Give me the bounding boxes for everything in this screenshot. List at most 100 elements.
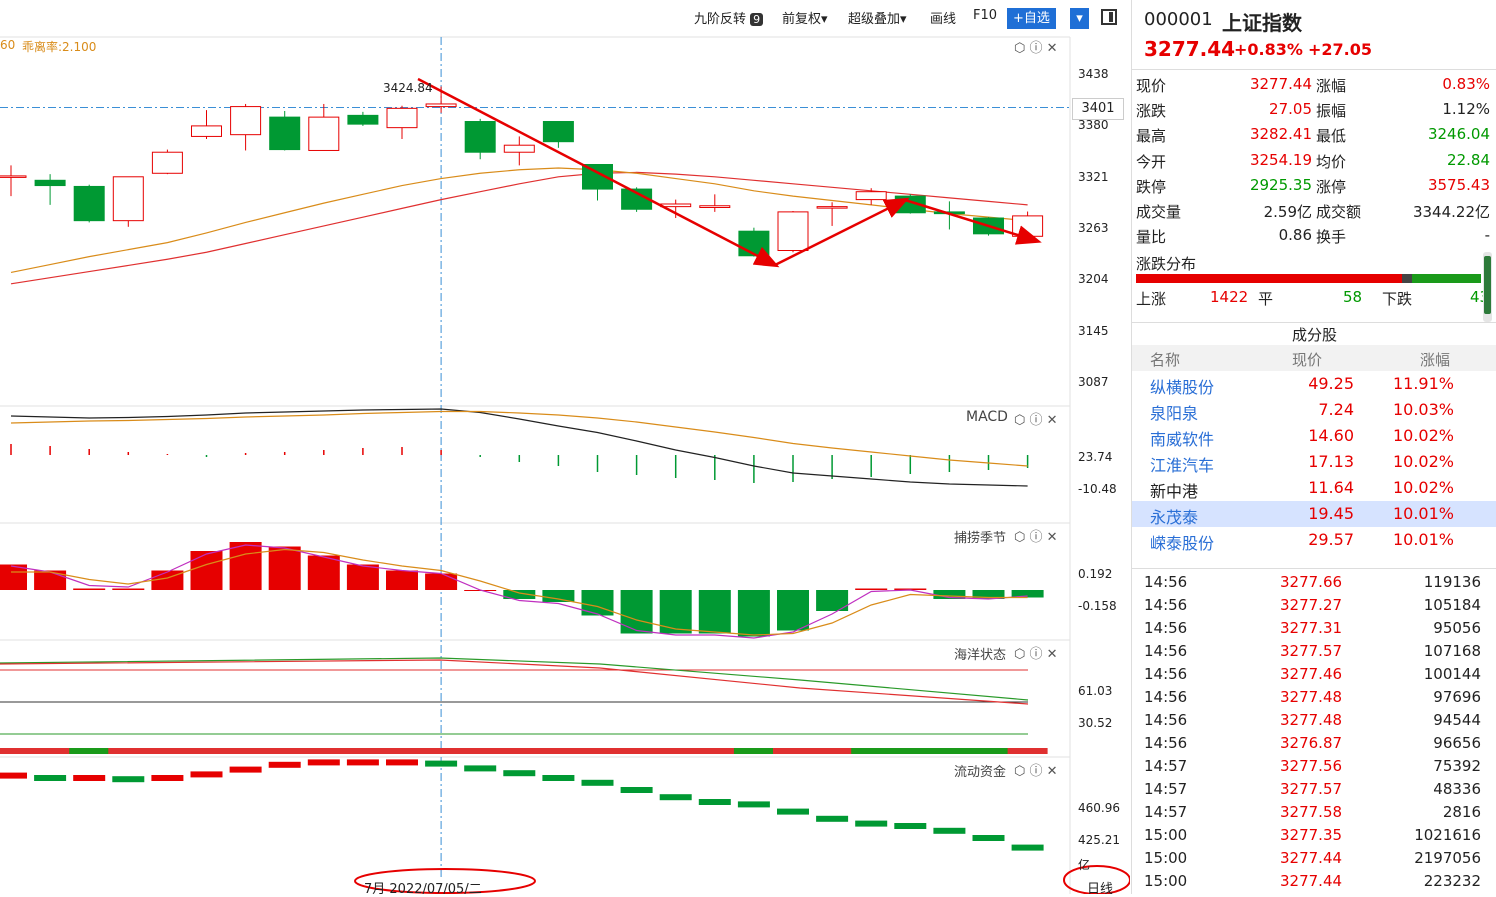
ocean-strip-segment xyxy=(1007,748,1048,754)
ma-line-orange xyxy=(10,167,1028,274)
ocean-strip-segment xyxy=(851,748,892,754)
tick-time: 15:00 xyxy=(1144,849,1188,867)
stock-name[interactable]: 新中港 xyxy=(1150,482,1199,501)
settings-icon[interactable]: ⬡ xyxy=(1014,764,1026,779)
quote-label: 最低 xyxy=(1316,127,1347,146)
tick-volume: 223232 xyxy=(1423,872,1481,890)
constituent-row[interactable]: 纵横股份 49.25 11.91% xyxy=(1132,371,1496,397)
candle-body xyxy=(308,116,340,151)
constituent-row[interactable]: 江淮汽车 17.13 10.02% xyxy=(1132,449,1496,475)
candle xyxy=(503,136,535,166)
settings-icon[interactable]: ⬡ xyxy=(1014,41,1026,56)
ocean-strip-segment xyxy=(968,748,1009,754)
tick-row: 14:56 3277.27 105184 xyxy=(1132,596,1496,619)
stock-name[interactable]: 江淮汽车 xyxy=(1150,456,1215,475)
flow-bar xyxy=(425,760,458,767)
dist-title: 涨跌分布 xyxy=(1136,255,1197,273)
kline-chart-svg[interactable] xyxy=(0,0,1130,894)
tick-volume: 95056 xyxy=(1433,619,1481,637)
constituent-row[interactable]: 新中港 11.64 10.02% xyxy=(1132,475,1496,501)
stock-name[interactable]: 纵横股份 xyxy=(1150,378,1215,397)
quote-label: 换手 xyxy=(1316,228,1347,247)
help-icon[interactable]: ⓘ xyxy=(1029,41,1043,56)
constituent-row[interactable]: 永茂泰 19.45 10.01% xyxy=(1132,501,1496,527)
close-icon[interactable]: ✕ xyxy=(1046,530,1058,545)
macd-tick-2: -10.48 xyxy=(1078,482,1117,496)
stock-name[interactable]: 泉阳泉 xyxy=(1150,404,1199,423)
trend-arrow xyxy=(904,198,1042,245)
quote-value: 3282.41 xyxy=(1249,125,1312,144)
tick-volume: 100144 xyxy=(1423,665,1481,683)
flow-bar xyxy=(0,772,27,779)
season-bar xyxy=(855,588,888,590)
period-selector[interactable]: 日线 xyxy=(1087,882,1114,897)
header-name: 名称 xyxy=(1150,351,1181,369)
watchlist-dropdown-button[interactable]: ▾ xyxy=(1069,8,1089,29)
candle xyxy=(191,110,222,140)
quote-row: 最高 3282.41 最低 3246.04 xyxy=(1136,125,1492,150)
kline-chart-area[interactable]: 九阶反转 9 前复权▾ 超级叠加▾ 画线 F10 +自选 ▾ 60 乖离率:2.… xyxy=(0,0,1130,897)
settings-icon[interactable]: ⬡ xyxy=(1014,530,1026,545)
close-icon[interactable]: ✕ xyxy=(1046,764,1058,779)
candle-body xyxy=(230,106,262,136)
quote-value: 3246.04 xyxy=(1427,125,1490,144)
quote-label: 涨跌 xyxy=(1136,102,1167,121)
macd-tick-1: 23.74 xyxy=(1078,450,1113,464)
tick-row: 15:00 3277.44 2197056 xyxy=(1132,849,1496,872)
overlay-dropdown[interactable]: 超级叠加▾ xyxy=(848,8,907,28)
ocean-line-red xyxy=(0,659,1029,705)
close-icon[interactable]: ✕ xyxy=(1046,413,1058,428)
season-bar xyxy=(737,590,770,637)
adjust-dropdown[interactable]: 前复权▾ xyxy=(782,8,828,28)
ocean-strip-segment xyxy=(694,748,735,754)
help-icon[interactable]: ⓘ xyxy=(1029,530,1043,545)
f10-button[interactable]: F10 xyxy=(973,8,998,23)
candle xyxy=(34,174,66,205)
tick-row: 14:57 3277.58 2816 xyxy=(1132,803,1496,826)
draw-line-button[interactable]: 画线 xyxy=(930,12,957,27)
add-watchlist-button[interactable]: +自选 xyxy=(1007,8,1056,29)
constituent-row[interactable]: 嵘泰股份 29.57 10.01% xyxy=(1132,527,1496,553)
macd-dif-line xyxy=(10,408,1028,487)
help-icon[interactable]: ⓘ xyxy=(1029,764,1043,779)
pct-change: +0.83% xyxy=(1234,40,1303,59)
quote-row: 量比 0.86 换手 - xyxy=(1136,226,1492,251)
stock-name[interactable]: 南威软件 xyxy=(1150,430,1215,449)
season-bar xyxy=(972,590,1005,599)
flat-segment xyxy=(1402,274,1412,283)
close-icon[interactable]: ✕ xyxy=(1046,41,1058,56)
help-icon[interactable]: ⓘ xyxy=(1029,647,1043,662)
abs-change: +27.05 xyxy=(1308,40,1373,59)
stock-name[interactable]: 永茂泰 xyxy=(1150,508,1199,527)
flow-bar xyxy=(464,765,497,772)
scrollbar-thumb[interactable] xyxy=(1484,256,1491,314)
help-icon[interactable]: ⓘ xyxy=(1029,413,1043,428)
quote-row: 成交量 2.59亿 成交额 3344.22亿 xyxy=(1136,201,1492,226)
quote-row: 跌停 2925.35 涨停 3575.43 xyxy=(1136,176,1492,201)
quote-label: 最高 xyxy=(1136,127,1167,146)
stock-price: 14.60 xyxy=(1308,426,1354,445)
season-bar xyxy=(307,555,340,590)
trend-arrow xyxy=(417,77,780,268)
flow-bar xyxy=(190,771,223,778)
candle-body xyxy=(112,176,144,222)
stock-name[interactable]: 嵘泰股份 xyxy=(1150,534,1215,553)
candle-body xyxy=(699,205,731,209)
settings-icon[interactable]: ⬡ xyxy=(1014,647,1026,662)
layout-toggle-icon[interactable] xyxy=(1101,9,1117,25)
tick-price: 3277.35 xyxy=(1280,826,1343,844)
nine-turn-button[interactable]: 九阶反转 9 xyxy=(694,8,764,28)
constituent-row[interactable]: 南威软件 14.60 10.02% xyxy=(1132,423,1496,449)
constituent-row[interactable]: 泉阳泉 7.24 10.03% xyxy=(1132,397,1496,423)
stock-price: 49.25 xyxy=(1308,374,1354,393)
close-icon[interactable]: ✕ xyxy=(1046,647,1058,662)
quote-scrollbar[interactable] xyxy=(1483,252,1492,322)
settings-icon[interactable]: ⬡ xyxy=(1014,413,1026,428)
y-tick: 3087 xyxy=(1078,375,1109,389)
flow-tick-1: 460.96 xyxy=(1078,801,1120,815)
flow-bar xyxy=(386,759,418,766)
y-tick: 3380 xyxy=(1078,117,1109,132)
flat-label: 平 xyxy=(1258,290,1274,308)
quote-label: 量比 xyxy=(1136,228,1167,247)
tick-price: 3277.66 xyxy=(1280,573,1343,591)
